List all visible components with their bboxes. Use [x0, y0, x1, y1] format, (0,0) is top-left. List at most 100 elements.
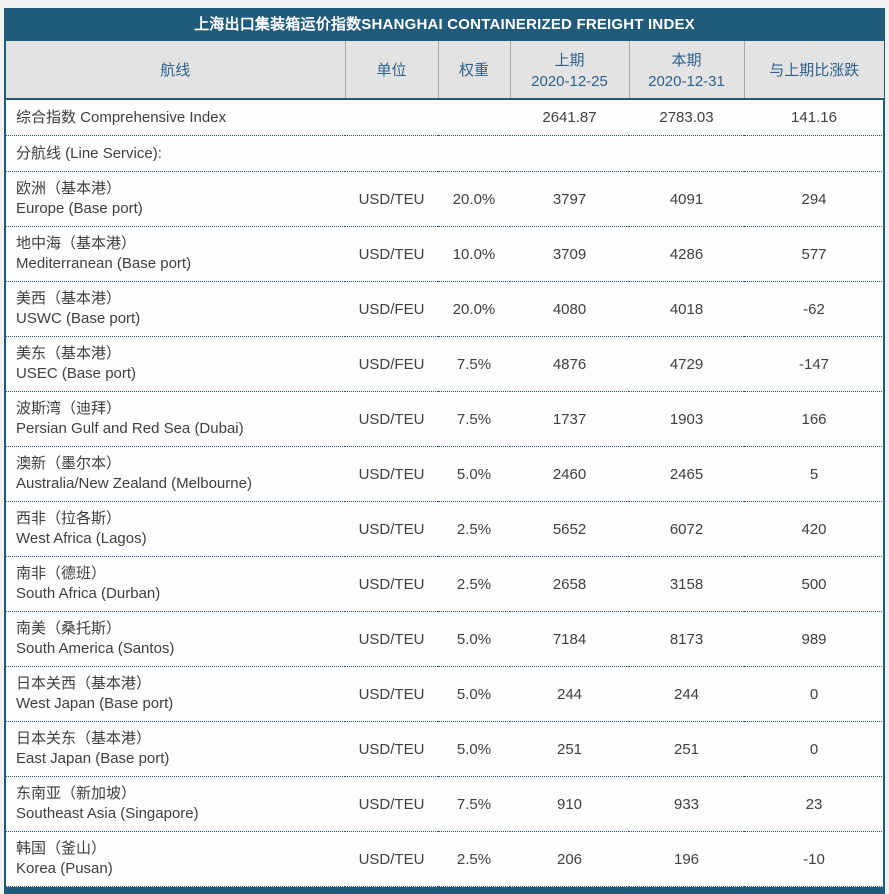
prev-cell: 244 — [556, 685, 583, 703]
route-name-en: Persian Gulf and Red Sea (Dubai) — [16, 420, 244, 437]
column-header-unit: 单位 — [345, 41, 439, 99]
unit-cell: USD/TEU — [358, 740, 425, 758]
unit-cell: USD/TEU — [358, 465, 425, 483]
route-name-cell: 美西（基本港） USWC (Base port) — [6, 282, 345, 337]
prev-cell: 4876 — [552, 355, 587, 373]
scfi-table: 上海出口集装箱运价指数SHANGHAI CONTAINERIZED FREIGH… — [4, 8, 885, 894]
column-header-previous-label: 上期 — [554, 52, 585, 69]
column-header-weight: 权重 — [438, 41, 511, 99]
table-title-bar: 上海出口集装箱运价指数SHANGHAI CONTAINERIZED FREIGH… — [6, 8, 883, 41]
unit-cell: USD/TEU — [358, 190, 425, 208]
weight-cell: 7.5% — [456, 795, 492, 813]
route-name-cn: 日本关西（基本港） — [16, 675, 152, 692]
prev-cell: 5652 — [552, 520, 587, 538]
route-name-en: South America (Santos) — [16, 640, 175, 657]
table-row: 日本关西（基本港） West Japan (Base port) USD/TEU 5.… — [6, 667, 884, 722]
table-row: 韩国（釜山） Korea (Pusan) USD/TEU 2.5% 206 196 -10 — [6, 832, 884, 887]
change-cell: 5 — [809, 465, 819, 483]
curr-cell: 4729 — [669, 355, 704, 373]
header-row: 航线 单位 权重 上期 2020-12-25 本期 2020-12-31 — [6, 41, 884, 99]
route-name-en: West Africa (Lagos) — [16, 530, 147, 547]
prev-cell: 251 — [556, 740, 583, 758]
route-name-cn: 南美（桑托斯） — [16, 620, 122, 637]
weight-cell: 5.0% — [456, 740, 492, 758]
change-cell: 577 — [801, 245, 827, 263]
route-name-cn: 日本关东（基本港） — [16, 730, 152, 747]
weight-cell: 10.0% — [452, 245, 496, 263]
route-name-en: East Japan (Base port) — [16, 750, 170, 767]
change-cell: 989 — [801, 630, 827, 648]
section-row: 分航线 (Line Service): — [6, 136, 884, 172]
prev-cell: 3709 — [552, 245, 587, 263]
prev-cell: 910 — [556, 795, 583, 813]
prev-cell: 3797 — [552, 190, 587, 208]
table-row: 南美（桑托斯） South America (Santos) USD/TEU 5.0%… — [6, 612, 884, 667]
curr-cell: 244 — [673, 685, 700, 703]
column-header-route-label: 航线 — [160, 62, 191, 79]
column-header-route: 航线 — [6, 41, 346, 99]
route-name-en: South Africa (Durban) — [16, 585, 161, 602]
curr-cell: 4091 — [669, 190, 704, 208]
scfi-data-table: 航线 单位 权重 上期 2020-12-25 本期 2020-12-31 — [6, 41, 884, 887]
route-name-cell: 南非（德班） South Africa (Durban) — [6, 557, 345, 612]
weight-cell: 2.5% — [456, 520, 492, 538]
weight-cell: 5.0% — [456, 630, 492, 648]
route-name-en: Mediterranean (Base port) — [16, 255, 192, 272]
route-name-cn: 欧洲（基本港） — [16, 180, 122, 197]
weight-cell: 2.5% — [456, 850, 492, 868]
route-name-cell: 综合指数 Comprehensive Index — [16, 108, 227, 126]
weight-cell: 7.5% — [456, 410, 492, 428]
curr-cell: 196 — [673, 850, 700, 868]
table-row: 日本关东（基本港） East Japan (Base port) USD/TEU 5.… — [6, 722, 884, 777]
route-name-cn: 美东（基本港） — [16, 345, 122, 362]
change-cell: 0 — [809, 685, 819, 703]
table-row: 地中海（基本港） Mediterranean (Base port) USD/TEU… — [6, 227, 884, 282]
table-row: 西非（拉各斯） West Africa (Lagos) USD/TEU 2.5% 565… — [6, 502, 884, 557]
route-name-cell: 澳新（墨尔本） Australia/New Zealand (Melbourne) — [6, 447, 345, 502]
curr-cell: 4286 — [669, 245, 704, 263]
column-header-current: 本期 2020-12-31 — [629, 41, 745, 99]
route-name-cn: 地中海（基本港） — [16, 235, 137, 252]
table-row: 澳新（墨尔本） Australia/New Zealand (Melbourne)… — [6, 447, 884, 502]
weight-cell: 5.0% — [456, 685, 492, 703]
route-name-cell: 日本关西（基本港） West Japan (Base port) — [6, 667, 345, 722]
weight-cell: 20.0% — [452, 300, 496, 318]
route-name-en: USWC (Base port) — [16, 310, 141, 327]
section-label: 分航线 (Line Service): — [16, 144, 162, 162]
table-row: 美东（基本港） USEC (Base port) USD/FEU 7.5% 4876 47… — [6, 337, 884, 392]
column-header-change-label: 与上期比涨跌 — [769, 62, 860, 79]
route-name-en: Korea (Pusan) — [16, 860, 113, 877]
route-name-cell: 欧洲（基本港） Europe (Base port) — [6, 172, 345, 227]
column-header-previous: 上期 2020-12-25 — [510, 41, 630, 99]
route-name-cn: 西非（拉各斯） — [16, 510, 122, 527]
route-name-cell: 东南亚（新加坡） Southeast Asia (Singapore) — [6, 777, 345, 832]
table-row: 欧洲（基本港） Europe (Base port) USD/TEU 20.0% 379… — [6, 172, 884, 227]
column-header-current-label: 本期 — [671, 52, 702, 69]
change-cell: 166 — [801, 410, 827, 428]
unit-cell: USD/TEU — [358, 795, 425, 813]
table-row: 美西（基本港） USWC (Base port) USD/FEU 20.0% 4080 4… — [6, 282, 884, 337]
curr-cell: 6072 — [669, 520, 704, 538]
table-body: 综合指数 Comprehensive Index 2641.87 2783.03 14… — [6, 99, 884, 887]
unit-cell: USD/TEU — [358, 410, 425, 428]
weight-cell: 2.5% — [456, 575, 492, 593]
prev-cell: 2658 — [552, 575, 587, 593]
route-name-cell: 波斯湾（迪拜） Persian Gulf and Red Sea (Dubai) — [6, 392, 345, 447]
change-cell: 294 — [801, 190, 827, 208]
column-header-unit-label: 单位 — [376, 62, 407, 79]
prev-cell: 206 — [556, 850, 583, 868]
route-name-cell: 韩国（釜山） Korea (Pusan) — [6, 832, 345, 887]
route-name-en: USEC (Base port) — [16, 365, 137, 382]
curr-cell: 8173 — [669, 630, 704, 648]
route-name-cell: 地中海（基本港） Mediterranean (Base port) — [6, 227, 345, 282]
weight-cell: 7.5% — [456, 355, 492, 373]
route-name-en: Southeast Asia (Singapore) — [16, 805, 199, 822]
column-header-change: 与上期比涨跌 — [744, 41, 884, 99]
route-name-cn: 韩国（釜山） — [16, 840, 107, 857]
change-cell: 420 — [801, 520, 827, 538]
curr-cell: 1903 — [669, 410, 704, 428]
unit-cell: USD/FEU — [358, 300, 425, 318]
prev-cell: 2460 — [552, 465, 587, 483]
change-cell: -62 — [803, 300, 825, 318]
change-cell: 500 — [801, 575, 827, 593]
